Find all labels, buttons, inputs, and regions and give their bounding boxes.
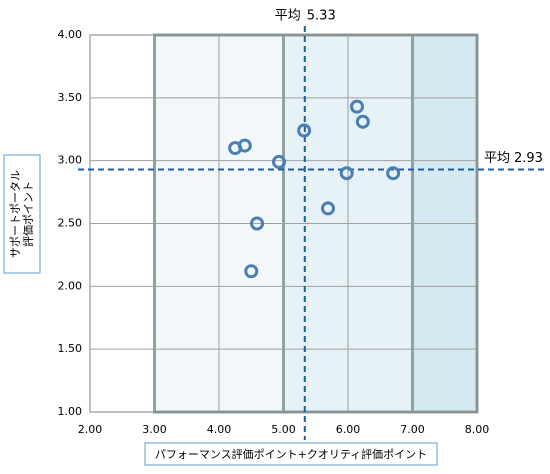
x-tick-label: 8.00 — [465, 423, 490, 436]
x-axis-label: パフォーマンス評価ポイント+クオリティ評価ポイント — [155, 447, 427, 461]
point — [297, 123, 312, 138]
plot-border — [89, 34, 478, 413]
point — [271, 154, 286, 169]
y-tick-label: 3.00 — [58, 154, 83, 167]
y-tick-label: 2.00 — [58, 279, 83, 292]
point — [355, 114, 370, 129]
y-axis-label: 評価ポイント — [21, 181, 35, 247]
x-tick-label: 5.00 — [271, 423, 296, 436]
x-label-box — [144, 442, 438, 466]
x-tick-label: 3.00 — [142, 423, 167, 436]
y-label-box — [3, 154, 41, 274]
x-tick-label: 4.00 — [207, 423, 232, 436]
point — [350, 99, 365, 114]
point — [250, 216, 265, 231]
y-tick-label: 2.50 — [58, 217, 83, 230]
point — [244, 264, 259, 279]
x-tick-label: 7.00 — [400, 423, 425, 436]
y-axis-label: サポートポータル — [9, 170, 22, 258]
point — [321, 201, 336, 216]
x-tick-label: 2.00 — [78, 423, 103, 436]
average-value: 5.33 — [307, 9, 336, 24]
point — [237, 138, 252, 153]
average-label: 平均 — [484, 151, 510, 166]
y-tick-label: 3.50 — [58, 91, 83, 104]
y-tick-label: 1.50 — [58, 342, 83, 355]
average-label: 平均 — [275, 9, 301, 24]
x-tick-label: 6.00 — [336, 423, 361, 436]
point — [386, 166, 401, 181]
point — [339, 166, 354, 181]
average-value: 2.93 — [514, 151, 543, 166]
y-tick-label: 1.00 — [58, 405, 83, 418]
y-tick-label: 4.00 — [58, 28, 83, 41]
